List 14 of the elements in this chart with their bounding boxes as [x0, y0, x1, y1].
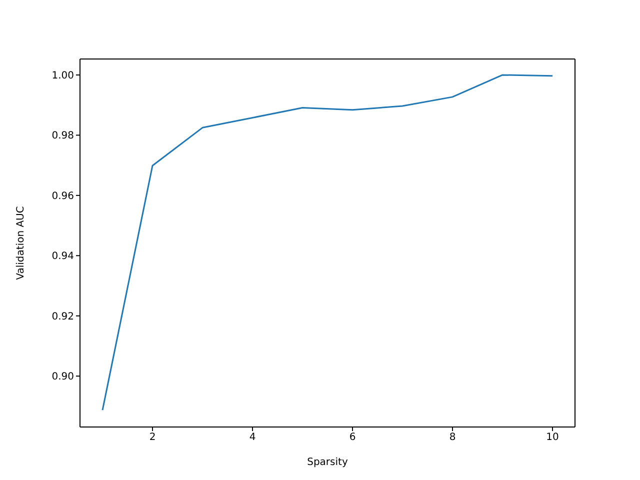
y-tick-label: 0.98 — [52, 130, 74, 142]
y-tick-label: 0.92 — [52, 311, 74, 322]
x-tick-label: 4 — [249, 432, 256, 444]
x-tick-label: 6 — [349, 432, 356, 444]
y-tick-label: 0.90 — [52, 372, 74, 383]
x-tick-label: 2 — [149, 432, 156, 444]
x-tick-label: 8 — [449, 432, 456, 444]
y-tick-label: 0.96 — [52, 190, 74, 202]
x-axis-title: Sparsity — [307, 457, 348, 468]
x-tick-label: 10 — [546, 432, 559, 444]
line-series — [102, 74, 554, 411]
y-axis-title: Validation AUC — [16, 206, 27, 280]
y-tick-label: 1.00 — [52, 70, 74, 82]
y-tick-label: 0.94 — [52, 251, 74, 262]
